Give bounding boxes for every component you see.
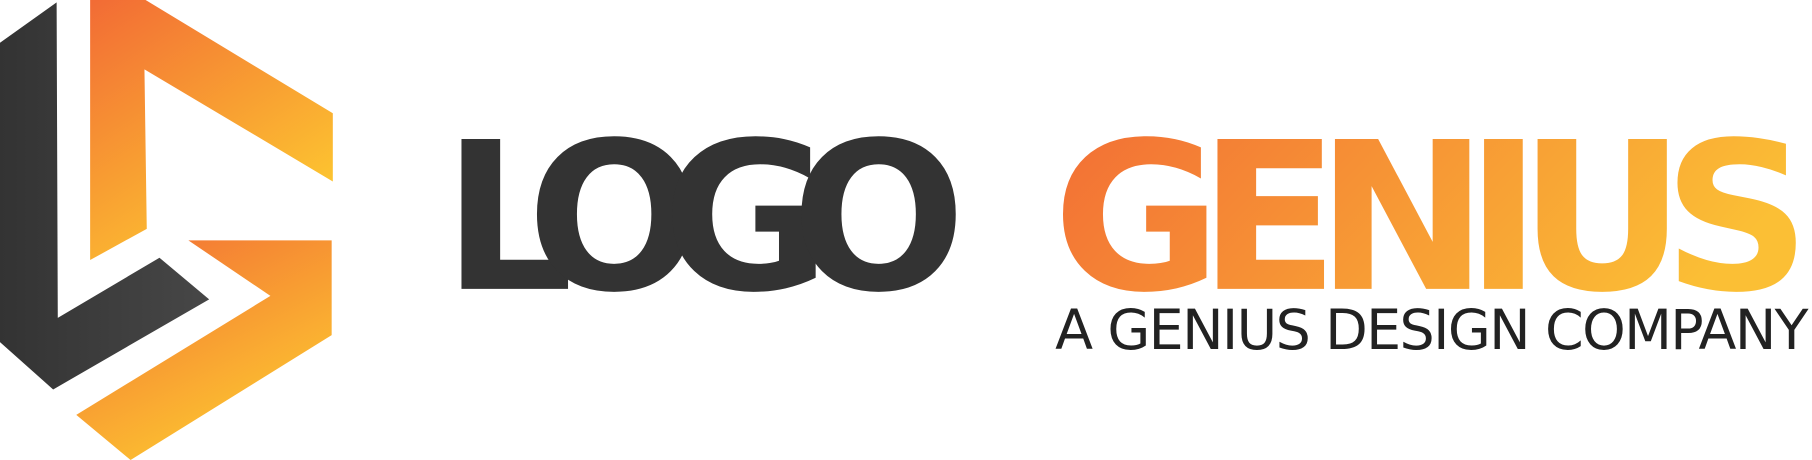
tagline: A GENIUS DESIGN COMPANY bbox=[1055, 299, 1809, 363]
logo-word-1: LOGO bbox=[443, 98, 966, 338]
icon-dark-part bbox=[0, 2, 210, 390]
logo-word-2: GENIUS bbox=[1053, 98, 1811, 338]
icon-bottom-part bbox=[76, 240, 332, 460]
logo-icon bbox=[0, 0, 333, 460]
icon-top-part bbox=[90, 0, 333, 261]
